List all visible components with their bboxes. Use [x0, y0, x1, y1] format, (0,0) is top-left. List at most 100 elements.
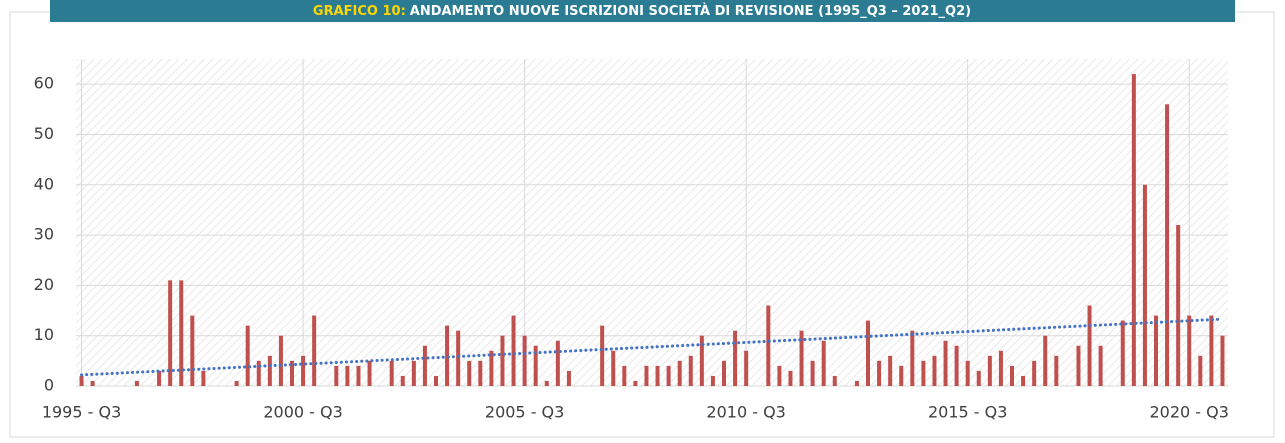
- bar: [456, 330, 461, 386]
- bar: [832, 375, 837, 386]
- bar: [733, 330, 738, 386]
- bar: [1021, 375, 1026, 386]
- bar: [256, 360, 261, 386]
- bar: [810, 360, 815, 386]
- bar: [1087, 305, 1092, 386]
- bar: [566, 370, 571, 386]
- bar: [1054, 355, 1059, 386]
- bar: [345, 365, 350, 386]
- bar: [766, 305, 771, 386]
- bar: [1076, 345, 1081, 386]
- bar: [1165, 104, 1170, 387]
- bar: [943, 340, 948, 386]
- bar: [954, 345, 959, 386]
- bar: [434, 375, 438, 386]
- bar: [1120, 320, 1125, 386]
- bar: [1131, 74, 1136, 386]
- bar: [301, 355, 306, 386]
- title-label: GRAFICO 10:: [313, 4, 406, 19]
- bar: [467, 360, 472, 386]
- bar: [722, 360, 726, 386]
- bar: [1187, 315, 1192, 386]
- y-tick-label: 60: [34, 74, 54, 93]
- x-tick-label: 1995 - Q3: [42, 403, 121, 422]
- bar: [622, 365, 627, 386]
- title-text: ANDAMENTO NUOVE ISCRIZIONI SOCIETÀ DI RE…: [410, 3, 971, 19]
- bar: [533, 345, 538, 386]
- y-tick-label: 20: [34, 275, 54, 294]
- bar: [267, 355, 272, 386]
- y-tick-label: 10: [34, 325, 54, 344]
- bar: [544, 380, 549, 386]
- bar: [666, 365, 671, 386]
- bar: [600, 325, 605, 386]
- y-tick-label: 40: [34, 174, 54, 193]
- x-tick-label: 2015 - Q3: [928, 403, 1007, 422]
- bar: [179, 280, 184, 386]
- bar: [821, 340, 826, 386]
- bar: [1220, 335, 1225, 386]
- bar: [987, 355, 992, 386]
- bar: [1098, 345, 1103, 386]
- bar: [522, 335, 527, 386]
- bar: [1043, 335, 1048, 386]
- bar: [290, 360, 294, 386]
- bar: [489, 350, 494, 386]
- bar: [190, 315, 195, 386]
- bar: [90, 380, 95, 386]
- bar: [422, 345, 427, 386]
- bar: [234, 380, 239, 386]
- bar: [976, 370, 981, 386]
- title-banner: [50, 0, 1235, 22]
- bar: [699, 335, 704, 386]
- bar: [1198, 355, 1203, 386]
- bar: [633, 380, 638, 386]
- chart-title: GRAFICO 10: ANDAMENTO NUOVE ISCRIZIONI SO…: [313, 3, 971, 19]
- bar: [400, 375, 405, 386]
- bar: [965, 360, 970, 386]
- bar: [1032, 360, 1037, 386]
- bar: [245, 325, 250, 386]
- bar: [168, 280, 173, 386]
- bar: [710, 375, 715, 386]
- bar: [644, 365, 649, 386]
- bar: [201, 370, 206, 386]
- bar: [877, 360, 882, 386]
- bar: [1142, 184, 1147, 386]
- bar: [744, 350, 749, 386]
- bar: [1176, 225, 1181, 386]
- bar: [611, 350, 616, 386]
- bar: [157, 370, 162, 386]
- x-tick-label: 2010 - Q3: [706, 403, 785, 422]
- bar: [555, 340, 560, 386]
- bar: [1010, 365, 1014, 386]
- y-tick-label: 30: [34, 225, 54, 244]
- y-tick-label: 0: [44, 376, 54, 395]
- x-tick-label: 2005 - Q3: [485, 403, 564, 422]
- bar: [777, 365, 782, 386]
- plot-area: [76, 59, 1228, 386]
- bar: [1154, 315, 1158, 386]
- bar: [910, 330, 915, 386]
- y-tick-label: 50: [34, 124, 54, 143]
- bar: [998, 350, 1003, 386]
- bar: [367, 360, 372, 386]
- bar: [312, 315, 317, 386]
- bar: [932, 355, 937, 386]
- bar: [866, 320, 870, 386]
- bar: [655, 365, 660, 386]
- bar: [854, 380, 859, 386]
- bar: [356, 365, 361, 386]
- bar: [511, 315, 516, 386]
- x-tick-label: 2000 - Q3: [263, 403, 342, 422]
- trend-line: [80, 317, 1224, 377]
- bar: [389, 360, 394, 386]
- bar: [478, 360, 483, 386]
- bar: [445, 325, 450, 386]
- bar: [411, 360, 416, 386]
- bar: [688, 355, 693, 386]
- bar: [888, 355, 893, 386]
- bar: [79, 375, 84, 386]
